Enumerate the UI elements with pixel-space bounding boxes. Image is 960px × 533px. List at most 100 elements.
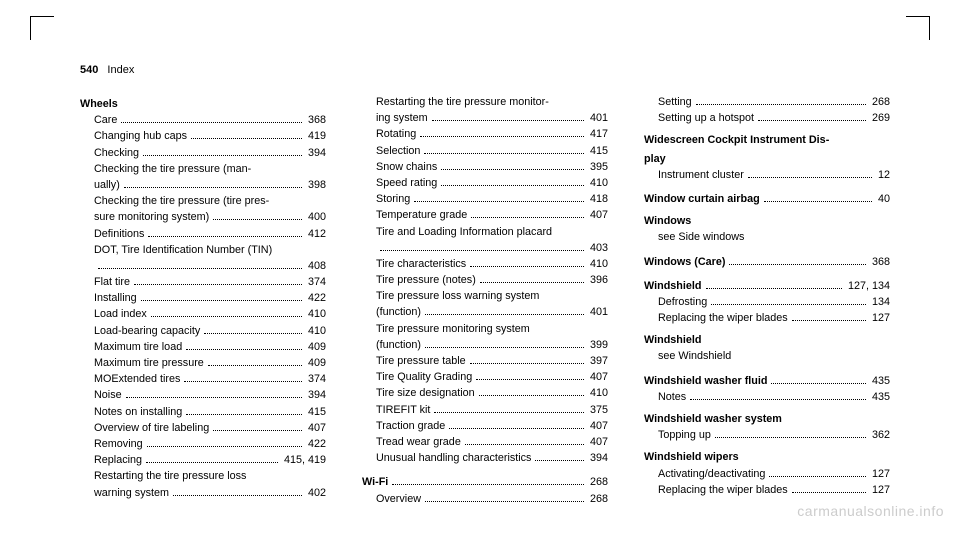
index-heading-entry: Windows (Care) 368 bbox=[644, 252, 890, 270]
index-entry-label: sure monitoring system) bbox=[94, 209, 209, 225]
leader-dots bbox=[715, 432, 866, 438]
leader-dots bbox=[143, 149, 302, 155]
index-entry: Tire Quality Grading407 bbox=[376, 369, 608, 385]
index-see-ref: see Side windows bbox=[658, 229, 890, 245]
page-number: 540 bbox=[80, 64, 98, 76]
index-entry: Load-bearing capacity410 bbox=[94, 323, 326, 339]
leader-dots bbox=[147, 440, 302, 446]
index-entry: Setting268 bbox=[658, 94, 890, 110]
index-entry: Replacing the wiper blades127 bbox=[658, 310, 890, 326]
leader-dots bbox=[480, 277, 584, 283]
index-heading-label: Windshield washer fluid bbox=[644, 373, 767, 389]
index-entry: Noise394 bbox=[94, 387, 326, 403]
index-heading-label: Windshield bbox=[644, 278, 702, 294]
index-entry: sure monitoring system)400 bbox=[94, 209, 326, 225]
index-entry-label: ing system bbox=[376, 110, 428, 126]
page-ref: 375 bbox=[588, 402, 608, 418]
index-entry-label: Traction grade bbox=[376, 418, 445, 434]
page-ref: 127 bbox=[870, 310, 890, 326]
index-entry-label: Overview of tire labeling bbox=[94, 420, 209, 436]
leader-dots bbox=[441, 179, 584, 185]
index-entry: Installing422 bbox=[94, 290, 326, 306]
leader-dots bbox=[213, 214, 302, 220]
index-entry-label: Temperature grade bbox=[376, 207, 467, 223]
leader-dots bbox=[121, 117, 302, 123]
index-entry-label: Selection bbox=[376, 143, 420, 159]
index-entry-label: Replacing the wiper blades bbox=[658, 482, 788, 498]
page-ref: 368 bbox=[870, 254, 890, 270]
page-ref: 407 bbox=[588, 369, 608, 385]
leader-dots bbox=[479, 390, 584, 396]
page-ref: 40 bbox=[876, 191, 890, 207]
index-entry-label: Rotating bbox=[376, 126, 416, 142]
leader-dots bbox=[146, 457, 278, 463]
index-entry-label: Setting bbox=[658, 94, 692, 110]
index-entry-label: Notes bbox=[658, 389, 686, 405]
leader-dots bbox=[204, 327, 302, 333]
index-heading-entry: Window curtain airbag40 bbox=[644, 189, 890, 207]
page-ref: 269 bbox=[870, 110, 890, 126]
leader-dots bbox=[449, 422, 584, 428]
leader-dots bbox=[425, 495, 584, 501]
index-entry-label: Speed rating bbox=[376, 175, 437, 191]
index-column-1: WheelsCare368Changing hub caps419Checkin… bbox=[80, 94, 326, 507]
index-entry: Load index410 bbox=[94, 306, 326, 322]
index-entry: Overview268 bbox=[376, 491, 608, 507]
leader-dots bbox=[470, 358, 584, 364]
page-ref: 417 bbox=[588, 126, 608, 142]
index-see-ref: see Windshield bbox=[658, 348, 890, 364]
page-ref: 418 bbox=[588, 191, 608, 207]
index-entry: Changing hub caps419 bbox=[94, 128, 326, 144]
index-entry: Setting up a hotspot 269 bbox=[658, 110, 890, 126]
index-heading-label: Windows (Care) bbox=[644, 254, 725, 270]
index-entry: Tire pressure table397 bbox=[376, 353, 608, 369]
leader-dots bbox=[470, 260, 584, 266]
index-entry-label: Maximum tire load bbox=[94, 339, 182, 355]
index-entry-line1: Tire and Loading Information placard bbox=[376, 224, 608, 240]
index-entry: Defrosting134 bbox=[658, 294, 890, 310]
index-entry-line1: Tire pressure monitoring system bbox=[376, 321, 608, 337]
page-ref: 401 bbox=[588, 304, 608, 320]
index-entry: Unusual handling characteristics394 bbox=[376, 450, 608, 466]
index-entry: Speed rating 410 bbox=[376, 175, 608, 191]
index-entry-label: Setting up a hotspot bbox=[658, 110, 754, 126]
leader-dots bbox=[465, 438, 584, 444]
leader-dots bbox=[380, 244, 584, 250]
index-entry: Care368 bbox=[94, 112, 326, 128]
index-entry: Traction grade407 bbox=[376, 418, 608, 434]
page-ref: 368 bbox=[306, 112, 326, 128]
page-ref: 374 bbox=[306, 274, 326, 290]
leader-dots bbox=[186, 343, 302, 349]
index-entry-label: Tire size designation bbox=[376, 385, 475, 401]
page-ref: 410 bbox=[306, 323, 326, 339]
index-entry: Rotating 417 bbox=[376, 126, 608, 142]
leader-dots bbox=[792, 315, 866, 321]
leader-dots bbox=[690, 393, 866, 399]
page-ref: 415 bbox=[306, 404, 326, 420]
index-entry-label: Unusual handling characteristics bbox=[376, 450, 531, 466]
page-ref: 127, 134 bbox=[846, 278, 890, 294]
leader-dots bbox=[424, 147, 584, 153]
page-ref: 407 bbox=[588, 207, 608, 223]
index-entry-line1: Checking the tire pressure (man- bbox=[94, 161, 326, 177]
page-ref: 422 bbox=[306, 436, 326, 452]
page-ref: 396 bbox=[588, 272, 608, 288]
leader-dots bbox=[173, 489, 302, 495]
index-entry-line1: Tire pressure loss warning system bbox=[376, 288, 608, 304]
page-ref: 415, 419 bbox=[282, 452, 326, 468]
index-heading-cont: play bbox=[644, 151, 890, 167]
index-entry-label: Storing bbox=[376, 191, 410, 207]
index-entry: Replacing the wiper blades127 bbox=[658, 482, 890, 498]
leader-dots bbox=[696, 99, 866, 105]
page-ref: 410 bbox=[588, 175, 608, 191]
index-columns: WheelsCare368Changing hub caps419Checkin… bbox=[80, 94, 890, 507]
leader-dots bbox=[184, 376, 302, 382]
page-ref: 435 bbox=[870, 373, 890, 389]
leader-dots bbox=[134, 279, 302, 285]
crop-mark bbox=[30, 16, 54, 40]
index-entry: Replacing415, 419 bbox=[94, 452, 326, 468]
watermark: carmanualsonline.info bbox=[797, 503, 944, 519]
index-entry-line1: DOT, Tire Identification Number (TIN) bbox=[94, 242, 326, 258]
leader-dots bbox=[148, 230, 302, 236]
page-ref: 268 bbox=[588, 474, 608, 490]
